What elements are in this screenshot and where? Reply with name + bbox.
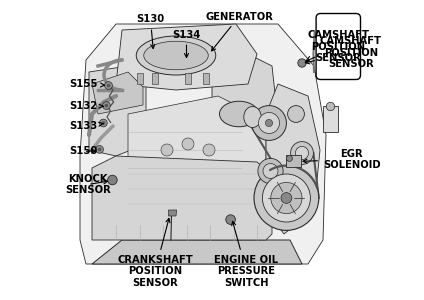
Text: EGR
SOLENOID: EGR SOLENOID — [303, 149, 381, 170]
Text: S150: S150 — [70, 146, 98, 157]
Circle shape — [95, 146, 103, 153]
FancyBboxPatch shape — [316, 14, 360, 80]
Circle shape — [251, 106, 286, 140]
Circle shape — [100, 119, 107, 127]
Circle shape — [102, 121, 105, 125]
Bar — [152, 74, 158, 84]
Circle shape — [265, 119, 273, 127]
Circle shape — [290, 142, 313, 164]
Text: GENERATOR: GENERATOR — [205, 11, 273, 51]
Circle shape — [258, 158, 283, 184]
Circle shape — [286, 155, 293, 161]
Text: S130: S130 — [137, 14, 165, 49]
Text: S134: S134 — [172, 29, 201, 58]
Text: KNOCK
SENSOR: KNOCK SENSOR — [65, 174, 111, 195]
Circle shape — [259, 112, 279, 134]
Circle shape — [105, 104, 108, 107]
Bar — [185, 74, 191, 84]
Polygon shape — [80, 24, 326, 264]
Text: CAMSHAFT
POSITION
SENSOR: CAMSHAFT POSITION SENSOR — [307, 30, 369, 63]
Text: CAMSHAFT
POSITION
SENSOR: CAMSHAFT POSITION SENSOR — [305, 36, 382, 69]
Text: S133: S133 — [70, 121, 103, 131]
Polygon shape — [92, 240, 302, 264]
Ellipse shape — [144, 41, 208, 70]
Text: S132: S132 — [70, 100, 103, 111]
Polygon shape — [89, 66, 146, 156]
Polygon shape — [168, 210, 177, 216]
Polygon shape — [92, 156, 272, 240]
Circle shape — [298, 59, 306, 67]
Circle shape — [263, 164, 278, 178]
Circle shape — [203, 144, 215, 156]
Circle shape — [103, 102, 110, 110]
Ellipse shape — [244, 106, 261, 128]
Circle shape — [105, 82, 112, 89]
Circle shape — [108, 175, 117, 185]
Circle shape — [107, 84, 110, 87]
Circle shape — [287, 106, 304, 122]
Polygon shape — [128, 96, 266, 234]
Bar — [203, 74, 209, 84]
Circle shape — [98, 148, 101, 151]
Bar — [323, 106, 338, 132]
Circle shape — [182, 138, 194, 150]
Circle shape — [161, 144, 173, 156]
Circle shape — [296, 146, 309, 160]
Polygon shape — [116, 24, 257, 90]
Polygon shape — [212, 54, 278, 156]
Ellipse shape — [136, 36, 216, 75]
Circle shape — [326, 102, 335, 111]
Circle shape — [262, 174, 310, 222]
Polygon shape — [266, 84, 320, 234]
Circle shape — [281, 193, 292, 203]
Text: ENGINE OIL
PRESSURE
SWITCH: ENGINE OIL PRESSURE SWITCH — [215, 221, 279, 288]
Circle shape — [226, 215, 235, 224]
Text: S155: S155 — [70, 79, 104, 89]
Text: CRANKSHAFT
POSITION
SENSOR: CRANKSHAFT POSITION SENSOR — [117, 218, 193, 288]
Bar — [137, 74, 143, 84]
Polygon shape — [92, 72, 143, 114]
Bar — [286, 155, 301, 166]
Ellipse shape — [220, 101, 259, 127]
Circle shape — [271, 182, 302, 214]
Circle shape — [254, 166, 319, 230]
